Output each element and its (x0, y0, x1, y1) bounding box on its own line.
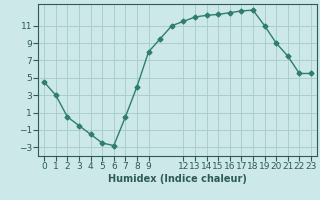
X-axis label: Humidex (Indice chaleur): Humidex (Indice chaleur) (108, 174, 247, 184)
